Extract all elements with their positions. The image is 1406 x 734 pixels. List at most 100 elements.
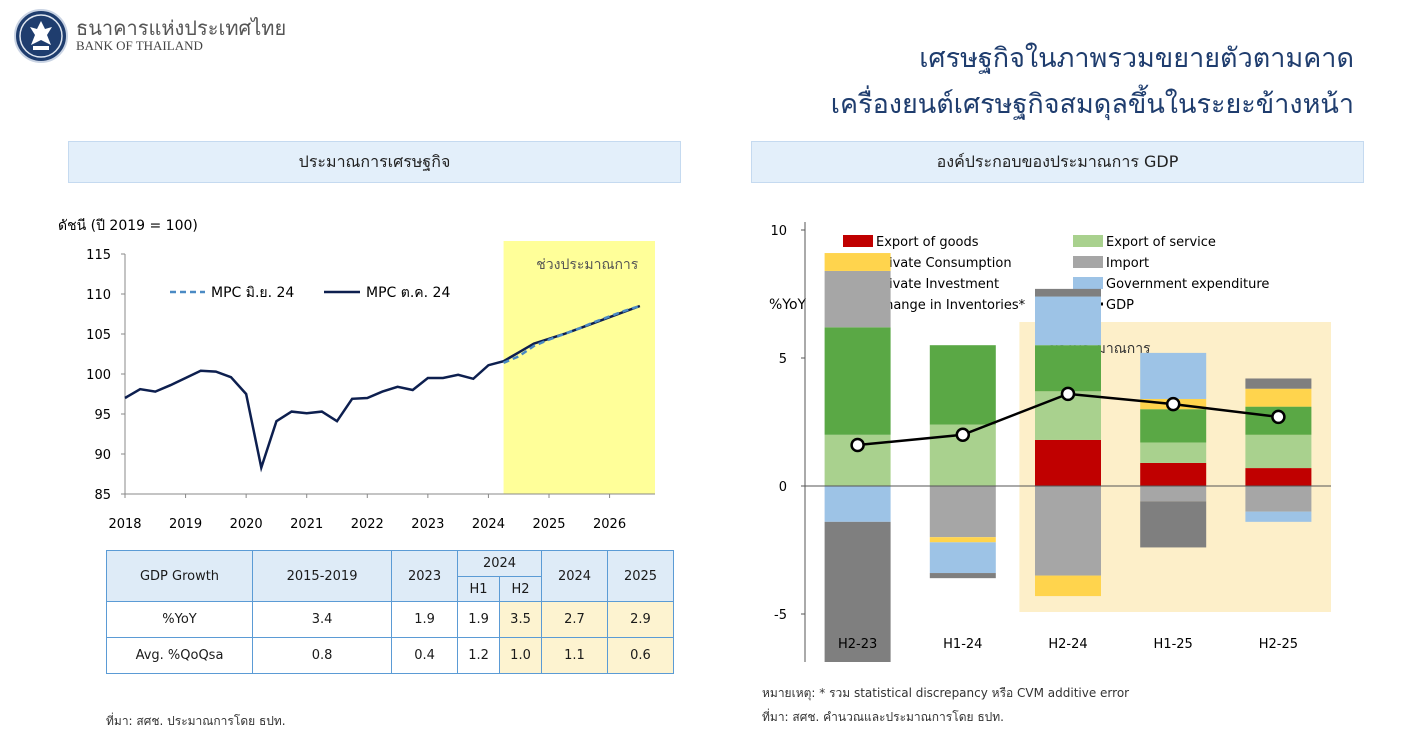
table-row: Avg. %QoQsa 0.8 0.4 1.2 1.0 1.1 0.6 [106, 637, 675, 674]
y-tick-label: 90 [94, 448, 111, 463]
bar-segment [1245, 468, 1312, 486]
x-tick-label: 2018 [108, 517, 141, 532]
bar-segment [1140, 486, 1207, 502]
bar-segment [1140, 501, 1207, 548]
bar-segment [1035, 486, 1101, 576]
legend-label: MPC ต.ค. 24 [366, 285, 450, 301]
x-tick-label: 2022 [351, 517, 384, 532]
table-cell: 1.2 [457, 637, 501, 674]
col-header: 2023 [391, 550, 459, 602]
bar-segment [1035, 288, 1101, 297]
bot-logo [14, 9, 68, 63]
table-cell: 1.9 [391, 601, 459, 638]
legend-label: Import [1106, 256, 1149, 271]
gdp-point [1060, 386, 1076, 402]
legend-label: Private Consumption [876, 256, 1012, 271]
bar-segment [1140, 442, 1207, 463]
table-cell: 0.8 [251, 637, 393, 674]
slide-title-line2: เครื่องยนต์เศรษฐกิจสมดุลขึ้นในระยะข้างหน… [830, 89, 1354, 120]
col-header: 2025 [606, 550, 675, 602]
table-row-header: GDP Growth [106, 550, 253, 602]
table-cell: 3.5 [499, 601, 542, 638]
x-tick-label: H1-24 [943, 637, 982, 652]
table-row: %YoY 3.4 1.9 1.9 3.5 2.7 2.9 [106, 601, 675, 638]
table-cell: 3.4 [251, 601, 393, 638]
bar-segment [929, 486, 996, 538]
bar-segment [1140, 462, 1207, 486]
right-footnote: หมายเหตุ: * รวม statistical discrepancy … [762, 686, 1130, 700]
legend-swatch [1073, 277, 1103, 289]
table-cell: 2.7 [541, 601, 608, 638]
garuda-emblem-icon [19, 14, 63, 58]
legend-label: Government expenditure [1106, 277, 1269, 292]
col-header-group: 2024 [457, 550, 542, 577]
legend-label: Change in Inventories* [876, 298, 1026, 313]
forecast-label: ช่วงประมาณการ [536, 257, 639, 273]
x-tick-label: 2023 [411, 517, 444, 532]
x-tick-label: H2-23 [838, 637, 877, 652]
y-axis-label: ดัชนี (ปี 2019 = 100) [58, 218, 198, 234]
bar-segment [1245, 511, 1312, 522]
gdp-growth-table: GDP Growth 2015-2019 2023 2024 2024 2025… [106, 550, 675, 674]
col-header: H2 [499, 576, 542, 602]
gdp-point [1271, 409, 1286, 425]
y-tick-label: 5 [779, 352, 787, 367]
y-tick-label: 85 [94, 488, 111, 503]
right-panel-header: องค์ประกอบของประมาณการ GDP [751, 141, 1364, 183]
series-line-mpc-oct [124, 304, 641, 473]
x-tick-label: 2019 [169, 517, 202, 532]
bar-segment [929, 345, 996, 425]
legend-swatch [1073, 235, 1103, 247]
bar-segment [1140, 409, 1207, 443]
bar-segment [824, 486, 891, 522]
legend-swatch [843, 235, 873, 247]
bar-segment [929, 542, 996, 574]
bar-segment [929, 573, 996, 579]
row-label: Avg. %QoQsa [106, 637, 253, 674]
y-tick-label: 10 [770, 224, 787, 239]
x-tick-label: 2025 [532, 517, 565, 532]
bar-segment [824, 253, 891, 271]
legend-label: Export of service [1106, 235, 1216, 250]
economic-forecast-line-chart: ดัชนี (ปี 2019 = 100) ช่วงประมาณการ 85 90 95… [58, 218, 655, 532]
col-header: 2015-2019 [251, 550, 393, 602]
bar-segment [1245, 388, 1312, 407]
x-tick-label: 2021 [290, 517, 323, 532]
slide-title-line1: เศรษฐกิจในภาพรวมขยายตัวตามคาด [919, 43, 1354, 74]
y-tick-label: -5 [774, 608, 787, 623]
y-axis-label: %YoY [769, 297, 807, 313]
col-header: H1 [457, 576, 501, 602]
legend-label: GDP [1106, 298, 1134, 313]
x-tick-label: 2020 [230, 517, 263, 532]
bar-segment [824, 521, 891, 662]
table-cell: 2.9 [606, 601, 675, 638]
right-source-note: ที่มา: สศช. คำนวณและประมาณการโดย ธปท. [762, 710, 1004, 724]
y-tick-label: 115 [86, 248, 111, 263]
y-tick-label: 0 [779, 480, 787, 495]
legend-label: MPC มิ.ย. 24 [211, 285, 294, 301]
table-cell: 1.9 [457, 601, 501, 638]
x-tick-label: H2-24 [1048, 637, 1087, 652]
bar-segment [824, 270, 891, 328]
row-label: %YoY [106, 601, 253, 638]
left-panel-header: ประมาณการเศรษฐกิจ [68, 141, 681, 183]
gdp-point [955, 427, 971, 443]
series-line-mpc-jun [503, 304, 641, 364]
org-name-th: ธนาคารแห่งประเทศไทย [76, 16, 287, 40]
bar-segment [824, 327, 891, 435]
y-tick-label: 105 [86, 328, 111, 343]
left-source-note: ที่มา: สศช. ประมาณการโดย ธปท. [106, 714, 286, 728]
x-tick-label: 2026 [593, 517, 626, 532]
org-name-en: BANK OF THAILAND [76, 38, 203, 53]
gdp-point [1165, 396, 1181, 412]
bar-segment [1245, 486, 1312, 512]
col-header: 2024 [541, 550, 608, 602]
x-tick-label: 2024 [472, 517, 505, 532]
bar-segment [1140, 352, 1207, 399]
forecast-shading [503, 241, 655, 494]
table-cell: 0.4 [391, 637, 459, 674]
legend-label: Private Investment [876, 277, 999, 292]
table-cell: 1.1 [541, 637, 608, 674]
bar-segment [1035, 439, 1101, 486]
